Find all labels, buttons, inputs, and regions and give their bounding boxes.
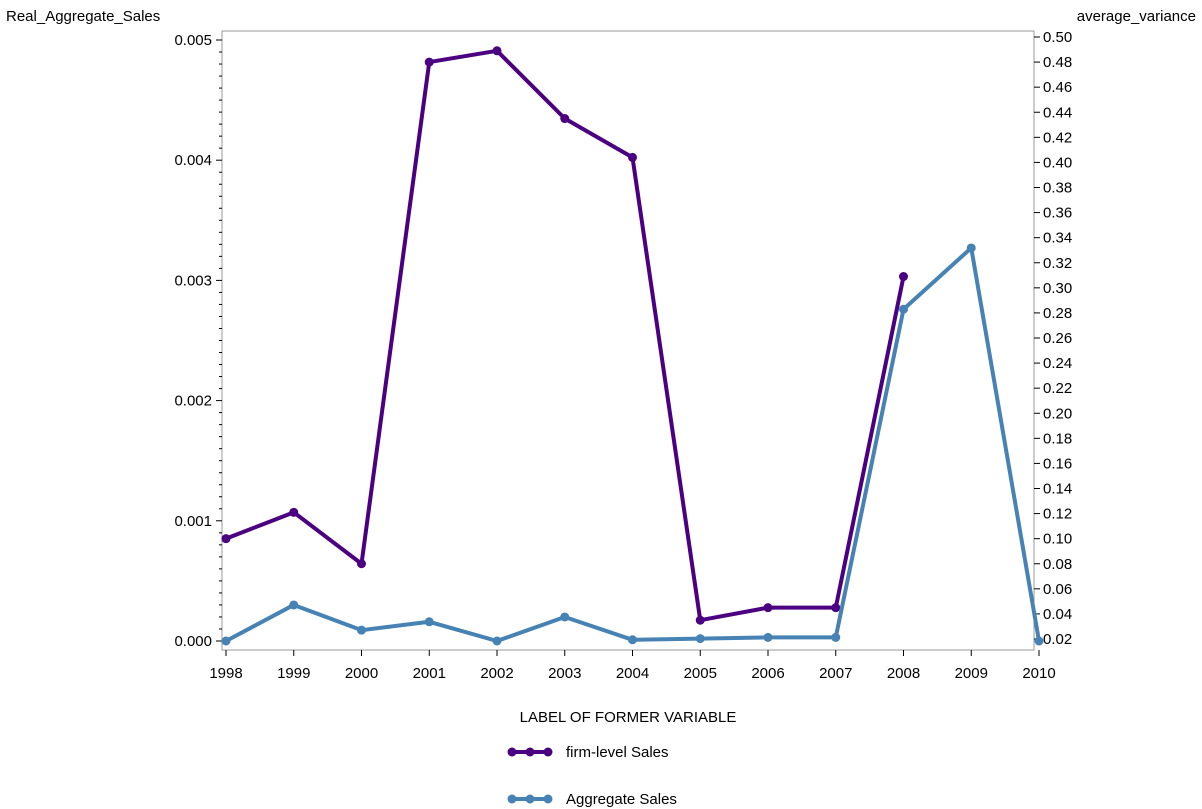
left-axis-tick-label: 0.001	[174, 513, 212, 530]
firm-level-sales-point	[628, 152, 637, 162]
aggregate-sales-point	[763, 632, 773, 642]
right-axis-tick-label: 0.30	[1043, 280, 1072, 297]
right-axis-tick-label: 0.08	[1043, 556, 1072, 573]
right-axis-tick-label: 0.26	[1043, 330, 1072, 347]
right-axis-tick-label: 0.34	[1043, 230, 1072, 247]
right-axis-tick-label: 0.48	[1043, 54, 1072, 71]
firm-level-sales-point	[831, 603, 841, 613]
aggregate-sales-point	[831, 632, 841, 642]
right-axis-tick-label: 0.22	[1043, 380, 1072, 397]
right-axis-tick-label: 0.12	[1043, 506, 1072, 523]
aggregate-sales-point	[899, 304, 908, 314]
right-axis-tick-label: 0.24	[1043, 355, 1072, 372]
right-axis-tick-label: 0.14	[1043, 481, 1072, 498]
aggregate-sales-point	[628, 635, 637, 645]
right-axis-tick-label: 0.28	[1043, 305, 1072, 322]
x-axis-tick-label: 1999	[277, 665, 310, 682]
firm-level-sales-point	[492, 46, 502, 56]
right-axis-tick-label: 0.36	[1043, 205, 1072, 222]
right-axis-tick-label: 0.32	[1043, 255, 1072, 272]
aggregate-sales-point	[289, 600, 299, 610]
x-axis-tick-label: 2005	[684, 665, 717, 682]
x-axis-tick-label: 2006	[751, 665, 784, 682]
left-axis-title: Real_Aggregate_Sales	[6, 8, 160, 25]
right-axis-tick-label: 0.02	[1043, 631, 1072, 648]
firm-level-sales-point	[695, 615, 705, 625]
right-axis-tick-label: 0.20	[1043, 405, 1072, 422]
x-axis-tick-label: 2010	[1022, 665, 1055, 682]
right-axis-tick-label: 0.50	[1043, 29, 1072, 46]
right-axis-tick-label: 0.16	[1043, 455, 1072, 472]
plot-frame	[221, 30, 1035, 651]
left-axis-tick-label: 0.005	[174, 32, 212, 49]
left-axis-tick-label: 0.004	[174, 152, 212, 169]
firm-level-sales-point	[221, 534, 231, 544]
legend-swatch-marker	[507, 794, 517, 804]
aggregate-sales-point	[560, 612, 570, 622]
aggregate-sales-line	[225, 245, 1041, 643]
x-axis-tick-label: 2008	[887, 665, 920, 682]
right-axis-tick-label: 0.40	[1043, 154, 1072, 171]
x-axis-tick-label: 2002	[480, 665, 513, 682]
right-axis-tick-label: 0.10	[1043, 531, 1072, 548]
legend-swatch-marker	[507, 747, 517, 757]
firm-level-sales-point	[424, 57, 434, 67]
legend-item-aggregate-sales: Aggregate Sales	[507, 791, 677, 808]
x-axis-tick-label: 2009	[955, 665, 988, 682]
x-axis-tick-label: 2000	[345, 665, 378, 682]
right-axis-tick-label: 0.04	[1043, 606, 1072, 623]
left-axis-tick-label: 0.002	[174, 393, 212, 410]
aggregate-sales-point	[221, 636, 231, 646]
legend-swatch-marker	[525, 747, 535, 757]
x-axis-tick-label: 2001	[413, 665, 446, 682]
right-axis-tick-label: 0.46	[1043, 79, 1072, 96]
right-axis-tick-label: 0.44	[1043, 104, 1072, 121]
legend-label: firm-level Sales	[566, 744, 669, 761]
x-axis-tick-label: 2004	[616, 665, 649, 682]
firm-level-sales-point	[899, 272, 908, 282]
x-axis-tick-label: 2007	[819, 665, 852, 682]
x-axis-tick-label: 2003	[548, 665, 581, 682]
right-axis-tick-label: 0.42	[1043, 129, 1072, 146]
firm-level-sales-point	[560, 114, 570, 124]
firm-level-sales-line	[225, 48, 906, 623]
aggregate-sales-point	[424, 617, 434, 627]
legend-item-firm-level-sales: firm-level Sales	[507, 744, 669, 761]
x-axis-title: LABEL OF FORMER VARIABLE	[520, 709, 737, 726]
legend-swatch-marker	[525, 794, 535, 804]
right-axis-title: average_variance	[1077, 8, 1196, 25]
legend-label: Aggregate Sales	[566, 791, 677, 808]
right-axis-tick-label: 0.18	[1043, 430, 1072, 447]
left-axis-tick-label: 0.000	[174, 633, 212, 650]
right-axis-tick-label: 0.38	[1043, 180, 1072, 197]
right-axis-tick-label: 0.06	[1043, 581, 1072, 598]
legend-swatch-marker	[543, 747, 553, 757]
aggregate-sales-point	[695, 634, 705, 644]
firm-level-sales-point	[357, 559, 366, 569]
aggregate-sales-point	[1034, 636, 1044, 646]
aggregate-sales-point	[357, 625, 366, 635]
x-axis-tick-label: 1998	[209, 665, 242, 682]
left-axis-tick-label: 0.003	[174, 272, 212, 289]
aggregate-sales-point	[966, 243, 976, 253]
aggregate-sales-point	[492, 636, 502, 646]
firm-level-sales-point	[763, 603, 773, 613]
firm-level-sales-point	[289, 507, 299, 517]
legend-swatch-marker	[543, 794, 553, 804]
